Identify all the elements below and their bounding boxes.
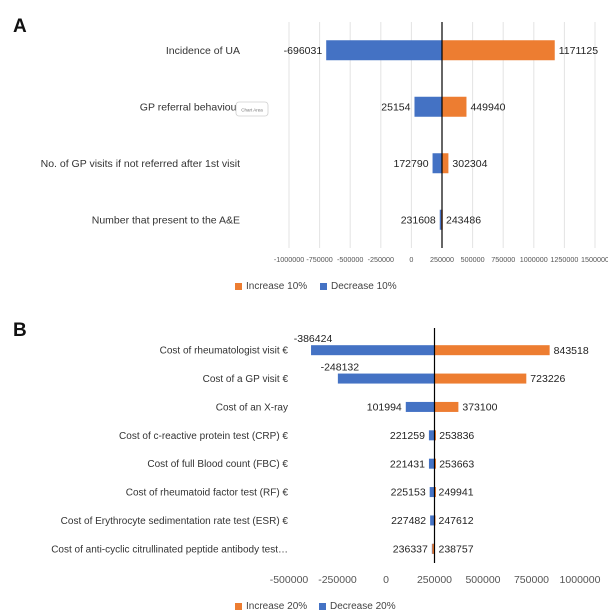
category-label: Cost of a GP visit € [203, 374, 289, 385]
legend-swatch-decrease [319, 603, 326, 610]
bar-decrease [311, 345, 435, 356]
bar-decrease [428, 458, 435, 469]
data-label-increase: 247612 [439, 515, 474, 527]
bar-decrease [414, 96, 442, 117]
data-label-increase: 249941 [439, 487, 474, 499]
category-label: Incidence of UA [166, 45, 240, 57]
category-label: No. of GP visits if not referred after 1… [41, 158, 240, 170]
bar-decrease [439, 209, 442, 230]
legend-label-decrease: Decrease 10% [331, 281, 397, 292]
bar-increase [434, 401, 459, 412]
category-label: Cost of Erythrocyte sedimentation rate t… [61, 516, 289, 527]
legend-label-increase: Increase 20% [246, 601, 307, 612]
category-label: Cost of anti-cyclic citrullinated peptid… [51, 544, 288, 555]
chart-panel-a: Incidence of UA -696031 1171125 GP referral… [41, 22, 608, 292]
data-label-increase: 253836 [439, 430, 474, 442]
legend-label-increase: Increase 10% [246, 281, 307, 292]
panel-b-label: B [13, 320, 27, 341]
data-label-increase: 449940 [470, 101, 505, 113]
tooltip-text: Chart Area [241, 108, 263, 113]
x-tick-label: 1500000 [581, 255, 608, 264]
data-label-decrease: 231608 [401, 214, 436, 226]
bar-decrease [337, 373, 435, 384]
bar-increase [442, 153, 449, 174]
category-label: Cost of an X-ray [216, 402, 288, 413]
data-label-increase: 253663 [439, 458, 474, 470]
category-label: Cost of full Blood count (FBC) € [147, 459, 288, 470]
category-label: Cost of rheumatologist visit € [160, 346, 289, 357]
bar-increase [432, 543, 435, 554]
data-label-decrease: 25154 [381, 101, 410, 113]
x-tick-label: -750000 [306, 255, 332, 264]
legend-label-decrease: Decrease 20% [330, 601, 396, 612]
bar-increase [434, 430, 436, 441]
x-tick-label: 1000000 [560, 574, 601, 586]
category-label: Cost of rheumatoid factor test (RF) € [126, 488, 289, 499]
bar-increase [434, 345, 550, 356]
bar-decrease [430, 515, 435, 526]
x-tick-label: -500000 [337, 255, 363, 264]
bar-increase [434, 458, 436, 469]
data-label-increase: 1171125 [559, 45, 598, 57]
data-label-increase: 243486 [446, 214, 481, 226]
x-tick-label: -250000 [368, 255, 394, 264]
data-label-increase: 302304 [452, 158, 487, 170]
category-label: Cost of c-reactive protein test (CRP) € [119, 431, 288, 442]
x-tick-label: 250000 [430, 255, 454, 264]
data-label-decrease: -386424 [294, 333, 333, 345]
x-tick-label: 500000 [461, 255, 485, 264]
bar-decrease [429, 487, 435, 498]
bar-increase [442, 40, 555, 61]
x-tick-label: 750000 [514, 574, 549, 586]
data-label-decrease: 236337 [393, 543, 428, 555]
legend-swatch-increase [235, 283, 242, 290]
category-label: Number that present to the A&E [92, 214, 240, 226]
x-tick-label: 1250000 [550, 255, 578, 264]
data-label-decrease: 225153 [391, 487, 426, 499]
legend-swatch-decrease [320, 283, 327, 290]
bar-increase [434, 373, 527, 384]
bar-decrease [405, 401, 435, 412]
x-tick-label: 750000 [491, 255, 515, 264]
data-label-decrease: 221431 [390, 458, 425, 470]
legend-swatch-increase [235, 603, 242, 610]
panel-a-label: A [13, 16, 27, 37]
x-tick-label: -250000 [318, 574, 357, 586]
x-tick-label: 0 [409, 255, 413, 264]
x-tick-label: 0 [383, 574, 389, 586]
chart-area-tooltip: Chart Area [235, 101, 269, 117]
bar-increase [434, 487, 436, 498]
data-label-increase: 373100 [462, 402, 497, 414]
bar-increase [442, 96, 467, 117]
data-label-decrease: 101994 [367, 402, 402, 414]
bar-decrease [432, 153, 442, 174]
x-tick-label: 1000000 [520, 255, 548, 264]
data-label-increase: 238757 [439, 543, 474, 555]
x-tick-label: -1000000 [274, 255, 304, 264]
bar-decrease [326, 40, 442, 61]
chart-panel-b: Cost of rheumatologist visit € -386424 843… [51, 328, 601, 612]
x-tick-label: 500000 [465, 574, 500, 586]
data-label-increase: 843518 [554, 345, 589, 357]
data-label-decrease: 227482 [391, 515, 426, 527]
data-label-decrease: 221259 [390, 430, 425, 442]
data-label-decrease: 172790 [394, 158, 429, 170]
category-label: GP referral behaviour [140, 101, 241, 113]
data-label-increase: 723226 [530, 373, 565, 385]
data-label-decrease: -248132 [321, 362, 360, 374]
x-tick-label: -500000 [270, 574, 309, 586]
bar-decrease [428, 430, 435, 441]
data-label-decrease: -696031 [284, 45, 323, 57]
x-tick-label: 250000 [417, 574, 452, 586]
